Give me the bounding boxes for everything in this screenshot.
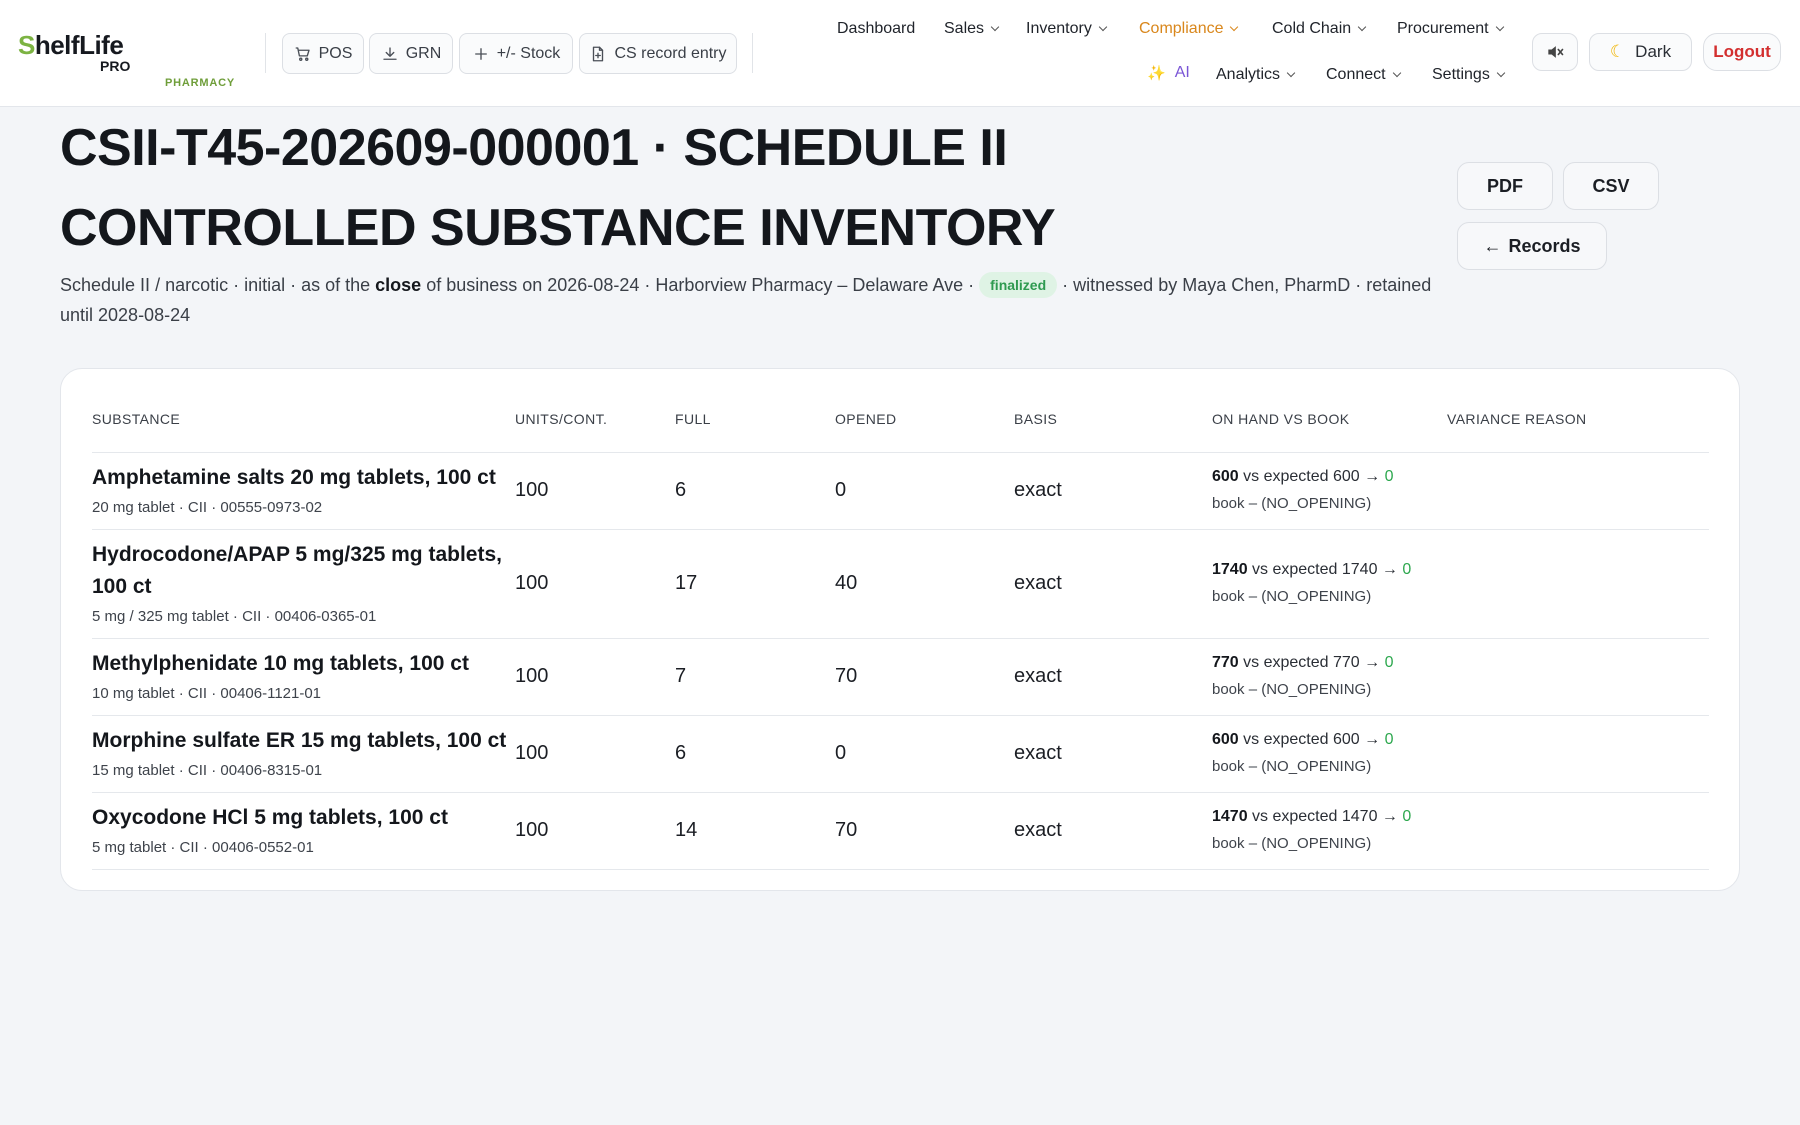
theme-toggle-button[interactable]: ☾ Dark [1589,33,1692,71]
table-row[interactable]: Hydrocodone/APAP 5 mg/325 mg tablets, 10… [92,530,1709,639]
col-units: UNITS/CONT. [515,411,608,427]
basis-cell: exact [1014,479,1062,501]
units-cell: 100 [515,742,549,764]
col-variance-reason: VARIANCE REASON [1447,411,1587,427]
opened-cell: 70 [835,665,858,687]
nav-compliance[interactable]: Compliance [1139,20,1239,38]
download-icon [383,46,397,60]
opened-cell: 70 [835,819,858,841]
book-note: book – (NO_OPENING) [1212,835,1372,852]
col-full: FULL [675,411,711,427]
table-header: SUBSTANCE UNITS/CONT. FULL OPENED BASIS … [92,411,1709,453]
nav-inventory[interactable]: Inventory [1026,20,1108,38]
on-hand-vs-book: 600 vs expected 600 → 0 [1212,468,1394,485]
nav-sales[interactable]: Sales [944,20,1000,38]
full-cell: 6 [675,479,687,501]
cs-record-entry-button[interactable]: CS record entry [579,33,737,74]
book-note: book – (NO_OPENING) [1212,681,1372,698]
substance-detail: 10 mg tablet · CII · 00406-1121-01 [92,685,322,702]
on-hand-vs-book: 1470 vs expected 1470 → 0 [1212,808,1412,825]
on-hand-vs-book: 600 vs expected 600 → 0 [1212,731,1394,748]
units-cell: 100 [515,819,549,841]
chevron-down-icon [1230,22,1239,32]
col-substance: SUBSTANCE [92,411,181,427]
nav-settings[interactable]: Settings [1432,66,1506,84]
col-opened: OPENED [835,411,897,427]
nav-connect[interactable]: Connect [1326,66,1401,84]
csv-button[interactable]: CSV [1563,162,1659,210]
nav-analytics[interactable]: Analytics [1216,66,1296,84]
nav-ai[interactable]: ✨ AI [1147,64,1190,82]
status-badge: finalized [979,272,1058,298]
brand-name: ShelfLife [18,30,124,60]
book-note: book – (NO_OPENING) [1212,495,1372,512]
substance-name: Amphetamine salts 20 mg tablets, 100 ct [92,466,496,489]
nav-cold-chain[interactable]: Cold Chain [1272,20,1367,38]
table-row[interactable]: Methylphenidate 10 mg tablets, 100 ct 10… [92,639,1709,716]
substance-name: Methylphenidate 10 mg tablets, 100 ct [92,652,469,675]
col-basis: BASIS [1014,411,1058,427]
opened-cell: 0 [835,742,847,764]
mute-button[interactable] [1532,33,1578,71]
book-note: book – (NO_OPENING) [1212,758,1372,775]
back-to-records-button[interactable]: ← Records [1457,222,1607,270]
basis-cell: exact [1014,572,1062,594]
on-hand-vs-book: 770 vs expected 770 → 0 [1212,654,1394,671]
substance-detail: 20 mg tablet · CII · 00555-0973-02 [92,499,323,516]
substance-detail: 5 mg / 325 mg tablet · CII · 00406-0365-… [92,608,377,625]
full-cell: 14 [675,819,698,841]
file-plus-icon [593,46,604,61]
table-row[interactable]: Oxycodone HCl 5 mg tablets, 100 ct 5 mg … [92,793,1709,870]
divider [265,33,266,73]
substance-name: Hydrocodone/APAP 5 mg/325 mg tablets, 10… [92,543,502,598]
opened-cell: 40 [835,572,858,594]
nav-dashboard[interactable]: Dashboard [837,20,916,37]
substance-detail: 15 mg tablet · CII · 00406-8315-01 [92,762,323,779]
brand-sub: PRO [100,58,131,74]
pos-button[interactable]: POS [282,33,364,74]
speaker-mute-icon [1548,46,1564,58]
plus-icon [474,47,487,60]
book-note: book – (NO_OPENING) [1212,588,1372,605]
pdf-button[interactable]: PDF [1457,162,1553,210]
cart-icon [295,46,310,61]
chevron-down-icon [990,22,1000,32]
full-cell: 6 [675,742,687,764]
substance-name: Morphine sulfate ER 15 mg tablets, 100 c… [92,729,507,752]
substance-name: Oxycodone HCl 5 mg tablets, 100 ct [92,806,448,829]
basis-cell: exact [1014,742,1062,764]
inventory-meta: Schedule II / narcotic · initial · as of… [60,270,1440,330]
chevron-down-icon [1495,22,1504,32]
brand-tag: PHARMACY [165,77,235,89]
basis-cell: exact [1014,819,1062,841]
sparkle-icon: ✨ [1147,65,1166,82]
logout-button[interactable]: Logout [1703,33,1781,71]
chevron-down-icon [1098,22,1108,32]
full-cell: 17 [675,572,698,594]
units-cell: 100 [515,665,549,687]
chevron-down-icon [1357,22,1367,32]
col-on-hand: ON HAND VS BOOK [1212,411,1350,427]
units-cell: 100 [515,572,549,594]
top-navigation-bar: ShelfLife PRO PHARMACY POS GRN +/- Stock… [0,0,1800,107]
units-cell: 100 [515,479,549,501]
page-title: CSII-T45-202609-000001 · SCHEDULE II CON… [60,119,1056,257]
opened-cell: 0 [835,479,847,501]
arrow-left-icon: ← [1483,235,1502,256]
on-hand-vs-book: 1740 vs expected 1740 → 0 [1212,561,1412,578]
inventory-table-card: SUBSTANCE UNITS/CONT. FULL OPENED BASIS … [60,368,1740,891]
basis-cell: exact [1014,665,1062,687]
chevron-down-icon [1286,68,1296,78]
substance-detail: 5 mg tablet · CII · 00406-0552-01 [92,839,314,856]
table-row[interactable]: Amphetamine salts 20 mg tablets, 100 ct … [92,453,1709,530]
moon-icon: ☾ [1609,42,1626,61]
chevron-down-icon [1392,68,1401,78]
table-row[interactable]: Morphine sulfate ER 15 mg tablets, 100 c… [92,716,1709,793]
nav-procurement[interactable]: Procurement [1397,20,1504,38]
divider [752,33,753,73]
grn-button[interactable]: GRN [369,33,453,74]
full-cell: 7 [675,665,687,687]
adjust-stock-button[interactable]: +/- Stock [459,33,573,74]
chevron-down-icon [1496,68,1506,78]
